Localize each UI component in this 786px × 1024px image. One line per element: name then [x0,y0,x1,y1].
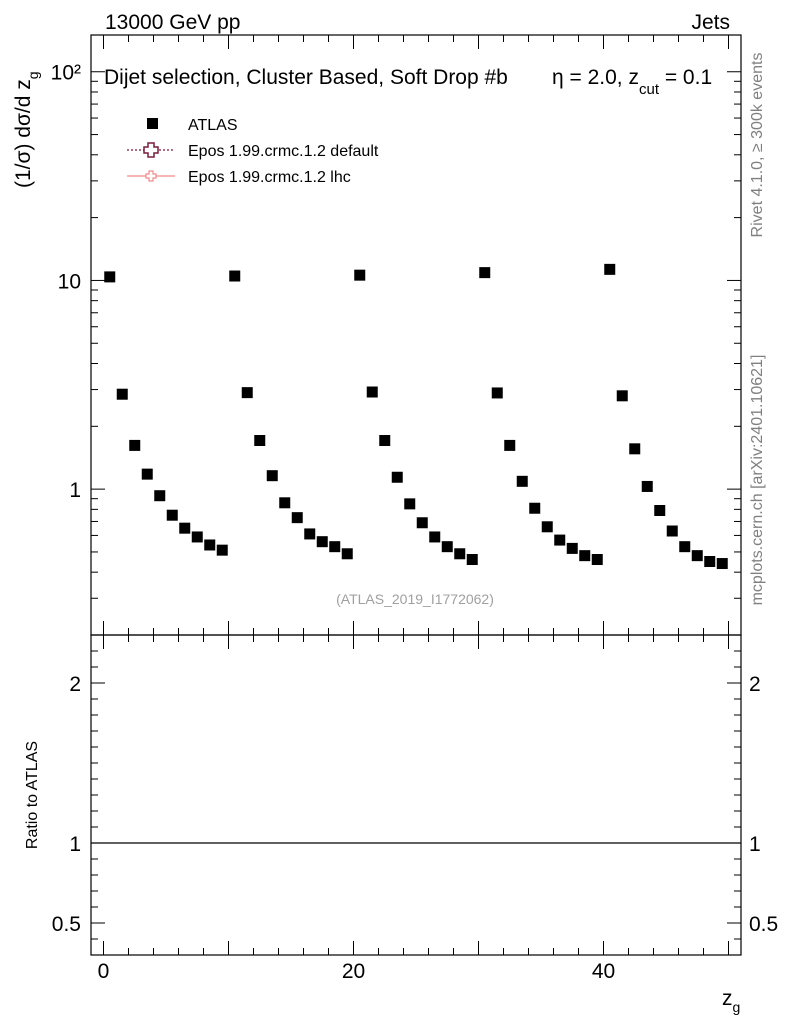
data-point [529,502,541,514]
data-point [341,548,353,560]
legend: ATLAS Epos 1.99.crmc.1.2 default Epos 1.… [127,117,379,186]
data-point [591,554,603,566]
plot-title: Dijet selection, Cluster Based, Soft Dro… [104,66,508,89]
y-tick-label-bottom-right: 2 [749,673,761,696]
analysis-watermark: (ATLAS_2019_I1772062) [336,591,494,607]
data-point [416,517,428,529]
data-point [616,390,628,402]
plot-title-sub: cut [639,81,660,98]
ratio-panel-frame [90,634,742,956]
data-point [216,544,228,556]
data-point [254,435,266,447]
data-point [654,504,666,516]
plot-title-tail: = 0.1 [659,66,712,89]
data-point [479,267,491,279]
data-point [291,512,303,524]
data-point [691,550,703,562]
plot-title-eta: η = 2.0, zcut = 0.1 [552,66,712,98]
y-axis-label-top-sub: g [25,71,41,79]
x-tick-label: 40 [592,960,615,983]
y-tick-label-top: 10 [58,270,81,293]
y-tick-label-bottom: 1 [69,833,81,856]
data-point [154,490,166,502]
legend-label-atlas: ATLAS [188,117,238,134]
legend-label-epos-lhc: Epos 1.99.crmc.1.2 lhc [188,169,351,186]
data-point [129,439,141,451]
data-point [354,269,366,281]
data-point [466,554,478,566]
data-point [429,531,441,543]
data-point [716,558,728,570]
legend-marker-atlas [147,118,158,129]
data-point [541,521,553,533]
header-left: 13000 GeV pp [105,11,240,34]
data-point [504,439,516,451]
mcplots-label: mcplots.cern.ch [arXiv:2401.10621] [749,355,766,606]
data-point [629,443,641,455]
data-point [441,541,453,553]
data-point [666,525,678,537]
data-point [491,387,503,399]
data-point [166,509,178,521]
x-tick-label: 0 [98,960,110,983]
x-axis-label: zg [722,987,740,1015]
data-point [566,542,578,554]
data-point [279,497,291,509]
y-axis-label-top: (1/σ) dσ/d zg [12,71,41,188]
data-point [329,541,341,553]
plot-title-main: Dijet selection, Cluster Based, Soft Dro… [104,66,508,89]
y-tick-label-bottom: 0.5 [52,913,81,936]
x-tick-label: 20 [342,960,365,983]
legend-label-epos-default: Epos 1.99.crmc.1.2 default [188,143,379,160]
data-point [379,435,391,447]
header-right: Jets [691,11,730,34]
axes-layer: 0 20 40 1 10 10² 0.5 0.5 1 1 2 2 [51,35,778,983]
data-point [229,270,241,282]
data-point [116,388,128,400]
data-point [241,387,253,399]
data-point [104,271,116,283]
data-point [391,471,403,483]
x-axis-label-main: z [722,987,733,1010]
data-point [266,470,278,482]
data-point [191,531,203,543]
rivet-label: Rivet 4.1.0, ≥ 300k events [749,53,766,238]
y-axis-label-bottom: Ratio to ATLAS [24,741,41,849]
data-point [316,536,328,548]
data-point [604,263,616,275]
plot-title-eta-text: η = 2.0, z [552,66,639,89]
y-tick-label-top: 1 [69,479,81,502]
data-point [679,541,691,553]
data-point [404,498,416,510]
data-point [554,534,566,546]
data-point [204,539,216,551]
y-tick-label-bottom: 2 [69,673,81,696]
x-axis-label-sub: g [733,999,741,1015]
y-tick-label-bottom-right: 0.5 [749,913,778,936]
data-point [179,522,191,534]
data-point [704,556,716,568]
data-points [104,263,728,570]
data-point [454,548,466,560]
data-point [516,475,528,487]
y-tick-label-bottom-right: 1 [749,833,761,856]
data-point [304,528,316,540]
legend-marker-epos-default [127,142,175,158]
data-point [141,468,153,480]
data-point [579,550,591,562]
y-axis-label-top-main: (1/σ) dσ/d z [12,79,35,188]
y-tick-label-top: 10² [51,62,81,85]
data-point [366,386,378,398]
legend-marker-epos-lhc [127,170,175,182]
data-point [641,480,653,492]
